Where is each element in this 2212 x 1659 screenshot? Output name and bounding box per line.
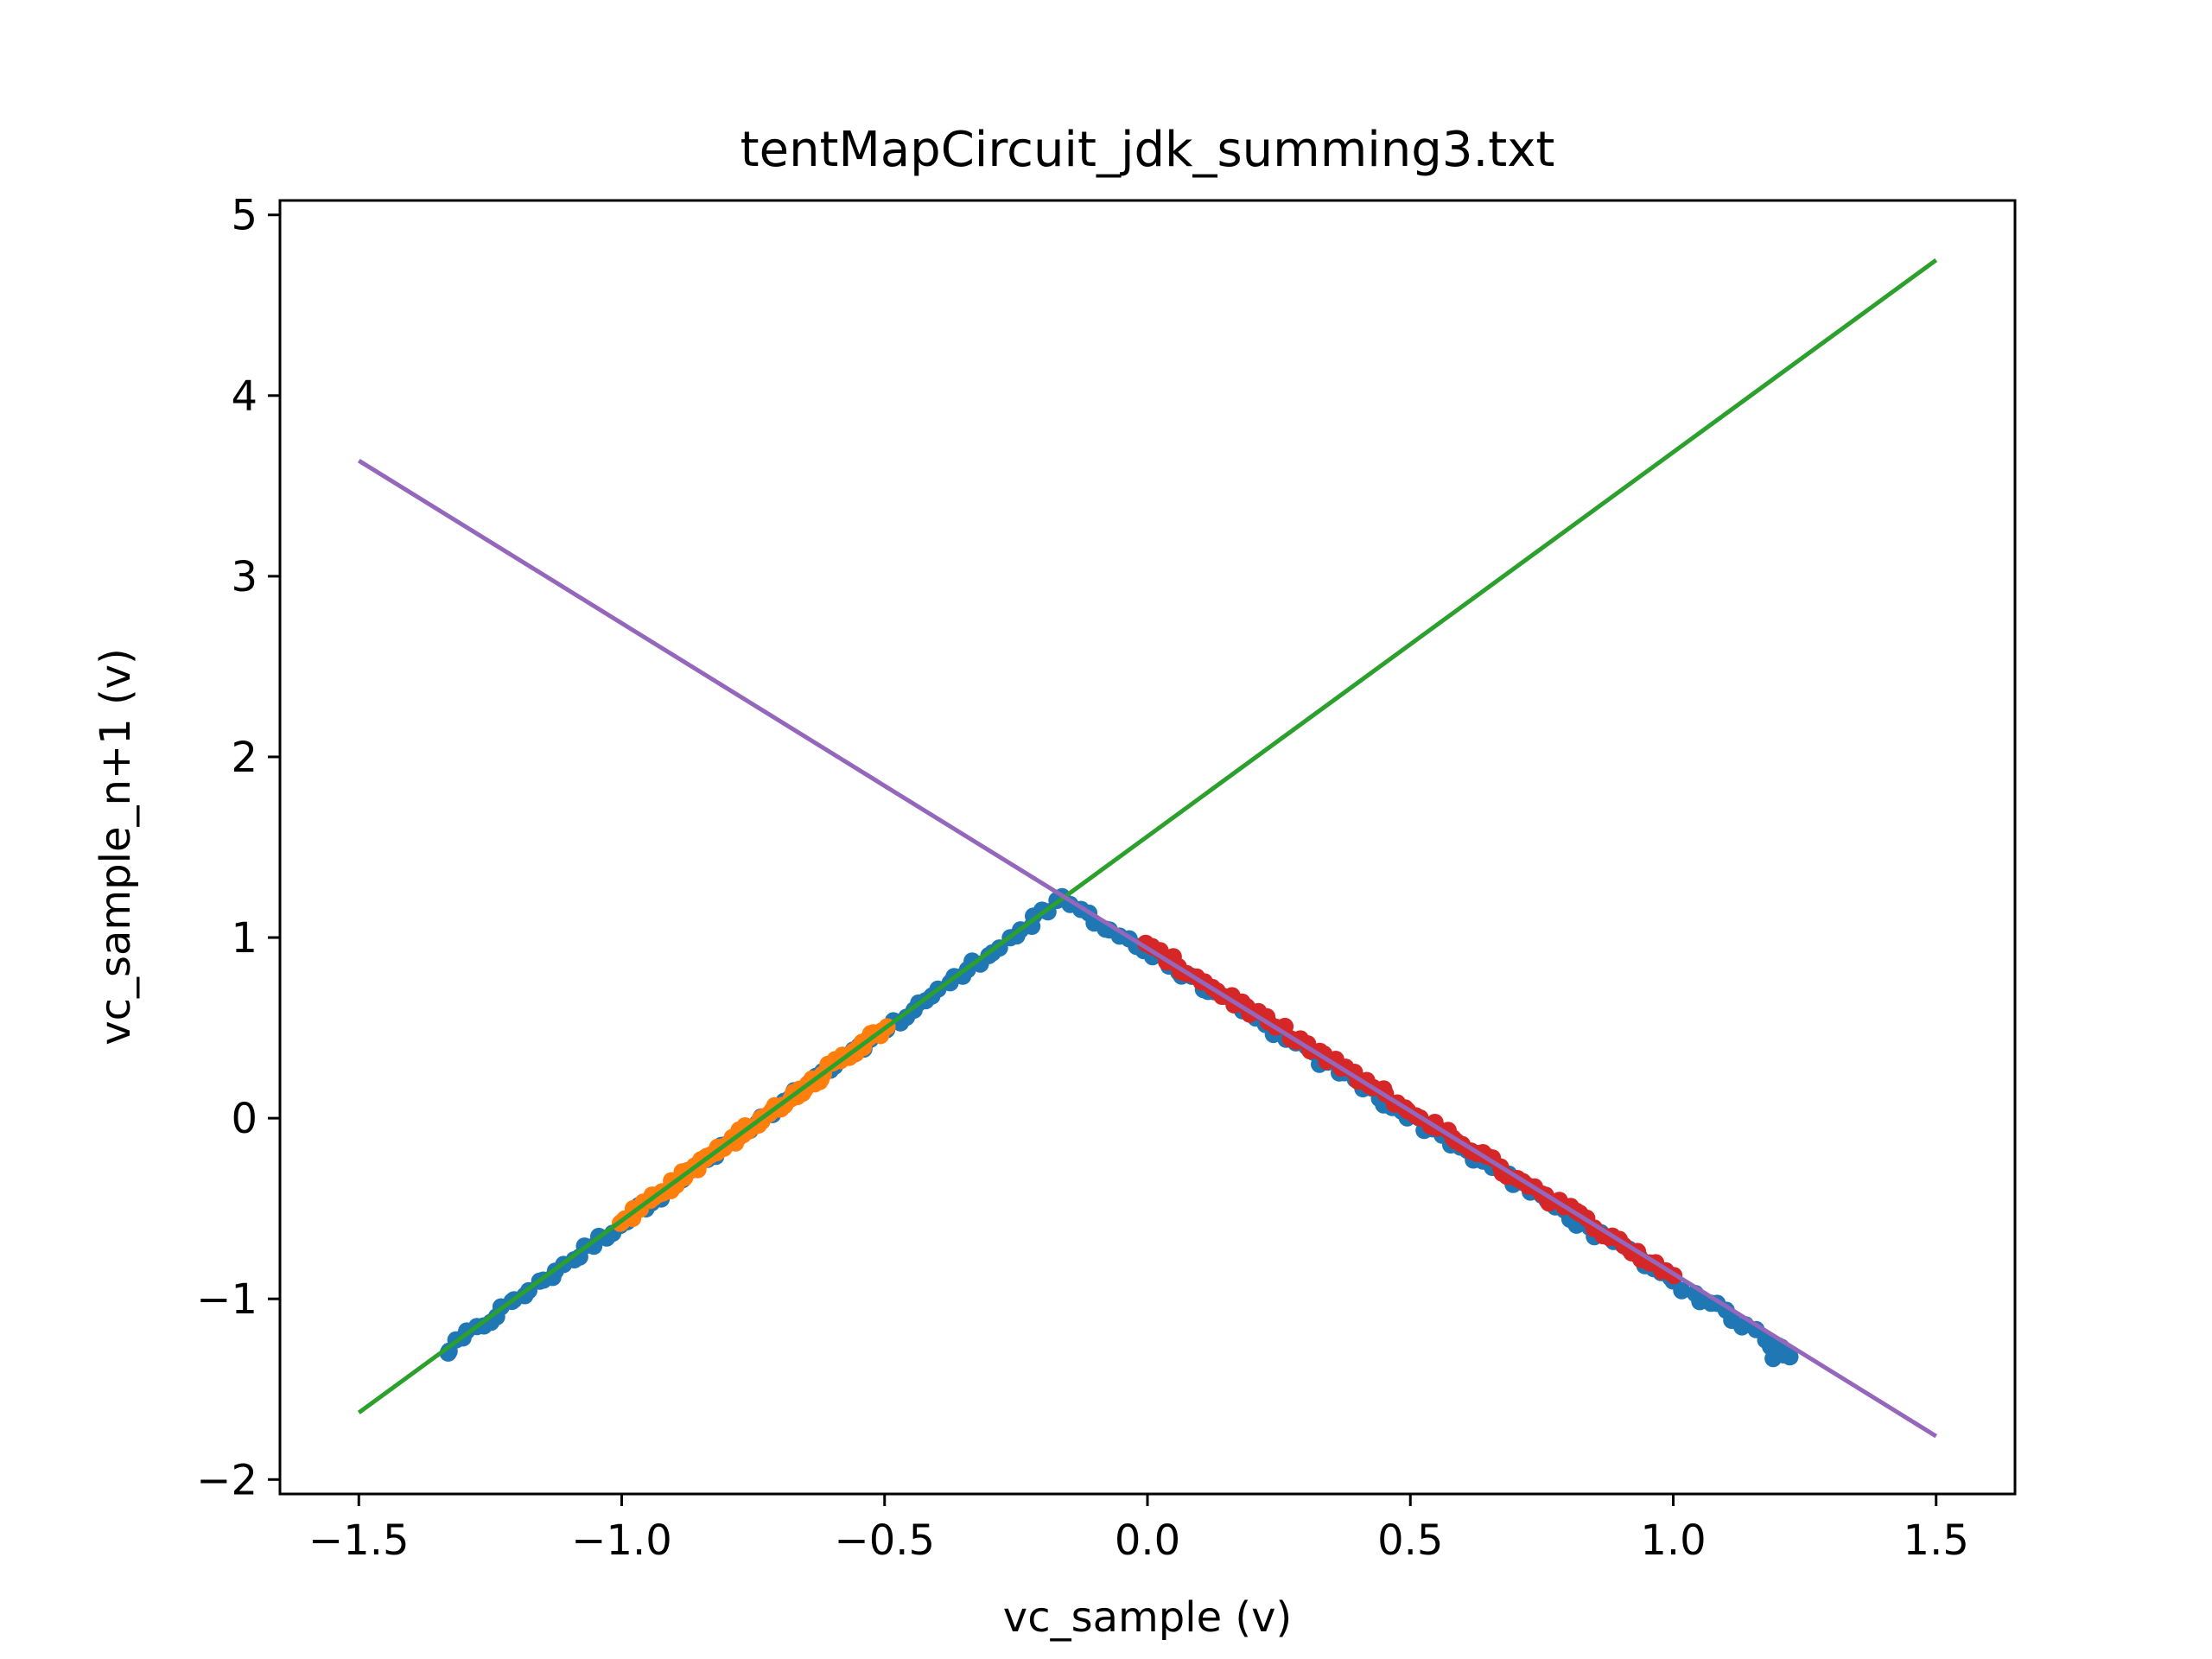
x-tick-label: −1.5 — [308, 1516, 410, 1565]
line-series-0 — [357, 257, 1938, 1414]
y-axis-label: vc_sample_n+1 (v) — [92, 648, 140, 1046]
y-tick-label: 4 — [231, 372, 257, 421]
y-tick-label: 0 — [231, 1095, 257, 1143]
scatter-point — [1673, 1281, 1691, 1300]
y-tick-label: −1 — [196, 1275, 257, 1324]
x-tick-label: 1.0 — [1640, 1516, 1706, 1565]
x-tick-label: 0.0 — [1115, 1516, 1180, 1565]
plot-area — [357, 257, 1938, 1439]
y-tick-label: 5 — [231, 192, 257, 240]
x-axis: −1.5 −1.0 −0.5 0.0 0.5 1.0 1.5 — [308, 1494, 1969, 1565]
line-series-1 — [357, 458, 1938, 1439]
y-tick-label: 3 — [231, 553, 257, 601]
x-tick-label: 0.5 — [1377, 1516, 1443, 1565]
y-tick-label: 2 — [231, 734, 257, 782]
y-axis: −2 −1 0 1 2 3 4 5 — [196, 192, 280, 1504]
x-axis-label: vc_sample (v) — [1003, 1593, 1292, 1642]
x-tick-label: −1.0 — [571, 1516, 672, 1565]
y-tick-label: 1 — [231, 914, 257, 963]
y-tick-label: −2 — [196, 1456, 257, 1504]
chart-title: tentMapCircuit_jdk_summing3.txt — [741, 122, 1555, 178]
x-tick-label: −0.5 — [834, 1516, 935, 1565]
x-tick-label: 1.5 — [1904, 1516, 1969, 1565]
series-layer — [357, 257, 1938, 1439]
